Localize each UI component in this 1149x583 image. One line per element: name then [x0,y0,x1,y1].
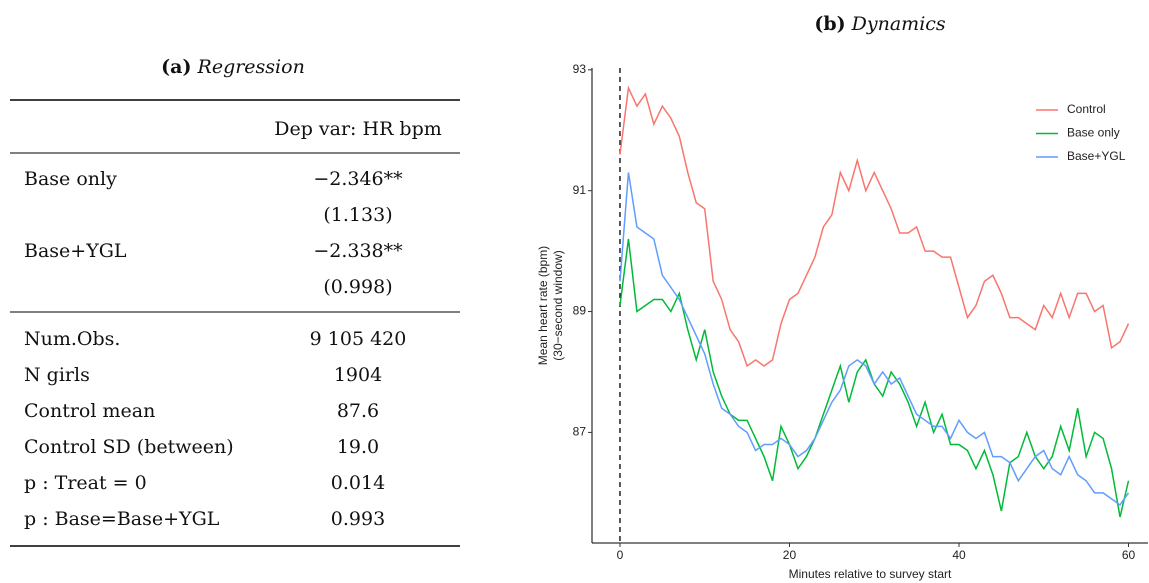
x-tick-label: 40 [952,548,966,562]
row-label: Base only [24,168,117,190]
y-axis-label: Mean heart rate (bpm) [536,246,550,365]
y-tick-label: 93 [573,62,587,76]
x-tick-label: 20 [783,548,797,562]
panel-title-text: Regression [197,56,305,78]
y-axis-label: (30−second window) [551,250,565,360]
y-tick-label: 91 [573,183,587,197]
legend-label: Control [1067,102,1106,116]
row-label: p : Treat = 0 [24,472,147,494]
std-error: (1.133) [323,204,392,226]
std-error: (0.998) [323,276,392,298]
series-line [619,238,1130,518]
estimate: −2.338** [313,240,403,262]
stat-value: 0.993 [331,508,385,530]
stat-value: 19.0 [337,436,379,458]
row-label: Control SD (between) [24,436,234,458]
stat-value: 0.014 [331,472,385,494]
panel-title: (a) Regression [161,56,305,78]
table: Base only −2.346** (1.133) Base+YGL −2.338**… [24,168,406,530]
legend-label: Base only [1067,126,1120,140]
panel-label: (a) [161,56,191,78]
y-tick-label: 87 [573,425,587,439]
series-line [619,172,1130,506]
row-label: p : Base=Base+YGL [24,508,220,530]
row-label: Base+YGL [24,240,127,262]
panel-label: (b) [814,13,845,35]
panel-title: (b) Dynamics [814,13,946,35]
legend-label: Base+YGL [1067,149,1126,163]
x-tick-label: 60 [1122,548,1136,562]
series-line [619,85,1130,368]
row-label: N girls [24,364,90,386]
y-tick-label: 89 [573,304,587,318]
stat-value: 87.6 [337,400,379,422]
estimate: −2.346** [313,168,403,190]
stat-value: 1904 [334,364,382,386]
stat-value: 9 105 420 [310,328,407,350]
x-axis-label: Minutes relative to survey start [789,567,952,581]
panel-title-text: Dynamics [851,13,946,35]
row-label: Control mean [24,400,155,422]
column-header: Dep var: HR bpm [274,118,442,140]
x-tick-label: 0 [617,548,624,562]
row-label: Num.Obs. [24,328,120,350]
chart: 87 89 91 93 0 20 40 60 Minutes relative to surve… [536,62,1148,581]
